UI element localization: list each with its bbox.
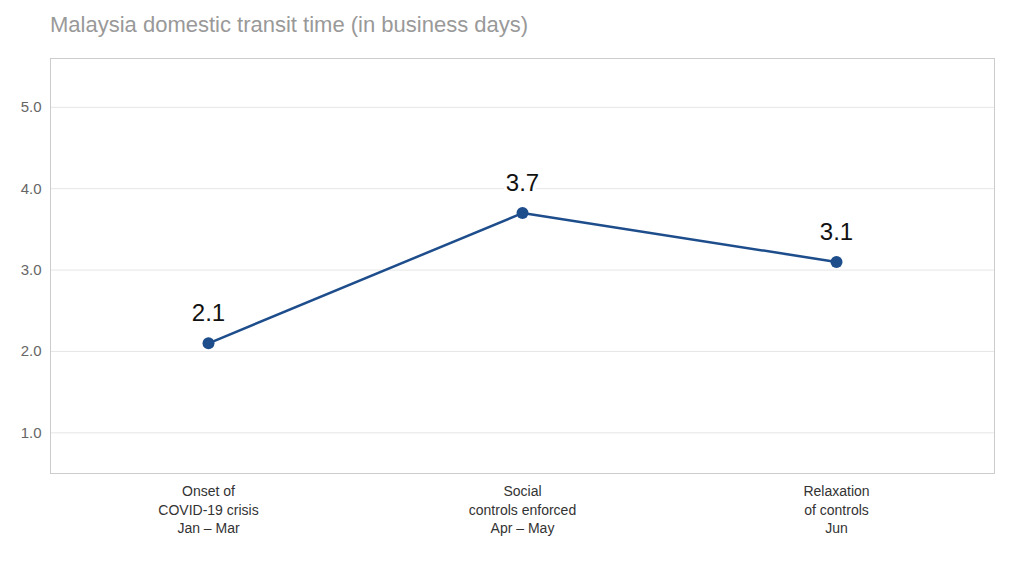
svg-text:5.0: 5.0 (21, 98, 42, 115)
svg-text:1.0: 1.0 (21, 424, 42, 441)
svg-text:Onset ofCOVID-19 crisisJan – M: Onset ofCOVID-19 crisisJan – Mar (158, 483, 258, 535)
svg-text:2.0: 2.0 (21, 342, 42, 359)
svg-text:3.0: 3.0 (21, 261, 42, 278)
svg-text:3.7: 3.7 (506, 169, 539, 196)
svg-text:4.0: 4.0 (21, 179, 42, 196)
svg-text:Relaxationof controlsJun: Relaxationof controlsJun (803, 483, 869, 535)
svg-text:3.1: 3.1 (820, 218, 853, 245)
html-text:Malaysia domestic transit time: Malaysia domestic transit time (in busin… (50, 12, 529, 37)
svg-text:Socialcontrols enforcedApr – M: Socialcontrols enforcedApr – May (469, 483, 576, 535)
svg-text:2.1: 2.1 (192, 299, 225, 326)
